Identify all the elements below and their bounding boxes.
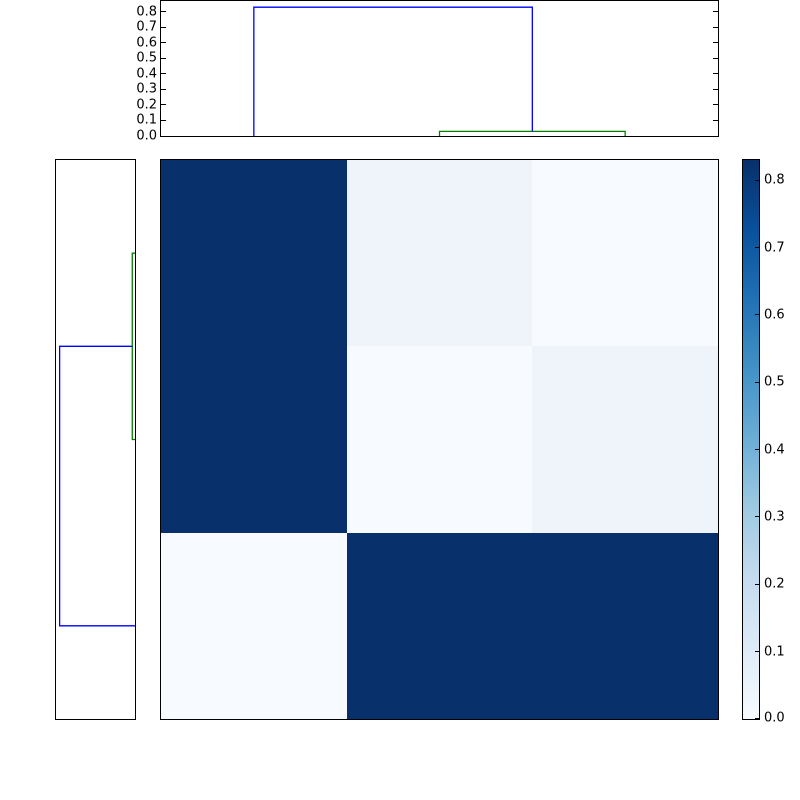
colorbar-tick <box>755 247 759 249</box>
heatmap-cell-r0-c0 <box>161 160 347 347</box>
left-dendrogram-axes <box>55 159 136 720</box>
colorbar-axes <box>742 159 760 720</box>
colorbar-tick-label: 0.5 <box>764 374 785 390</box>
colorbar-tick-label: 0.8 <box>764 172 785 188</box>
colorbar-tick <box>755 449 759 451</box>
heatmap-cell-r2-c0 <box>161 532 347 719</box>
heatmap-cell-r1-c0 <box>161 346 347 533</box>
top-axes-ytick-label: 0.6 <box>136 35 157 51</box>
top-axes-ytick-left <box>161 135 166 137</box>
top-dendrogram-axes <box>160 0 719 137</box>
colorbar-tick <box>755 179 759 181</box>
heatmap-cell-r2-c2 <box>532 532 718 719</box>
colorbar-tick-label: 0.4 <box>764 442 785 458</box>
colorbar-tick <box>755 314 759 316</box>
colorbar-tick-label: 0.6 <box>764 307 785 323</box>
left-dendrogram-axes-svg <box>58 252 135 627</box>
top-axes-ytick-left <box>161 88 166 90</box>
top-axes-ytick-label: 0.2 <box>136 97 157 113</box>
top-axes-ytick-label: 0.5 <box>136 50 157 66</box>
colorbar-tick-label: 0.1 <box>764 644 785 660</box>
left-dendrogram-link-0 <box>131 252 135 441</box>
top-axes-ytick-left <box>161 73 166 75</box>
top-axes-ytick-left <box>161 26 166 28</box>
colorbar-tick <box>755 651 759 653</box>
top-axes-ytick-right <box>713 57 718 59</box>
top-axes-ytick-left <box>161 104 166 106</box>
left-dendrogram-link-1 <box>58 345 135 627</box>
top-axes-ytick-label: 0.1 <box>136 112 157 128</box>
colorbar-tick-label: 0.2 <box>764 576 785 592</box>
top-dendrogram-link-0 <box>438 130 626 136</box>
colorbar-tick <box>755 717 759 719</box>
colorbar-tick-label: 0.3 <box>764 509 785 525</box>
colorbar-tick <box>755 516 759 518</box>
top-axes-ytick-label: 0.0 <box>136 128 157 144</box>
top-axes-ytick-left <box>161 119 166 121</box>
top-axes-ytick-label: 0.3 <box>136 81 157 97</box>
top-axes-ytick-right <box>713 135 718 137</box>
heatmap-cell-r1-c2 <box>532 346 718 533</box>
heatmap-cell-r2-c1 <box>346 532 533 719</box>
top-axes-ytick-right <box>713 73 718 75</box>
top-axes-ytick-right <box>713 119 718 121</box>
heatmap-cell-r0-c2 <box>532 160 718 347</box>
colorbar-tick-label: 0.0 <box>764 710 785 726</box>
top-axes-ytick-label: 0.8 <box>136 4 157 20</box>
colorbar-tick <box>755 583 759 585</box>
top-axes-ytick-left <box>161 57 166 59</box>
top-axes-ytick-left <box>161 42 166 44</box>
heatmap-cell-r1-c1 <box>346 346 533 533</box>
top-axes-ytick-left <box>161 11 166 13</box>
top-axes-ytick-right <box>713 11 718 13</box>
top-axes-ytick-right <box>713 104 718 106</box>
top-dendrogram-link-1 <box>253 6 533 136</box>
colorbar-tick-label: 0.7 <box>764 240 785 256</box>
colorbar-tick <box>755 381 759 383</box>
heatmap-axes <box>160 159 719 720</box>
heatmap-cell-r0-c1 <box>346 160 533 347</box>
top-axes-ytick-right <box>713 88 718 90</box>
top-axes-ytick-label: 0.7 <box>136 19 157 35</box>
top-axes-ytick-label: 0.4 <box>136 66 157 82</box>
top-dendrogram-axes-svg <box>253 6 626 136</box>
top-axes-ytick-right <box>713 42 718 44</box>
top-axes-ytick-right <box>713 26 718 28</box>
